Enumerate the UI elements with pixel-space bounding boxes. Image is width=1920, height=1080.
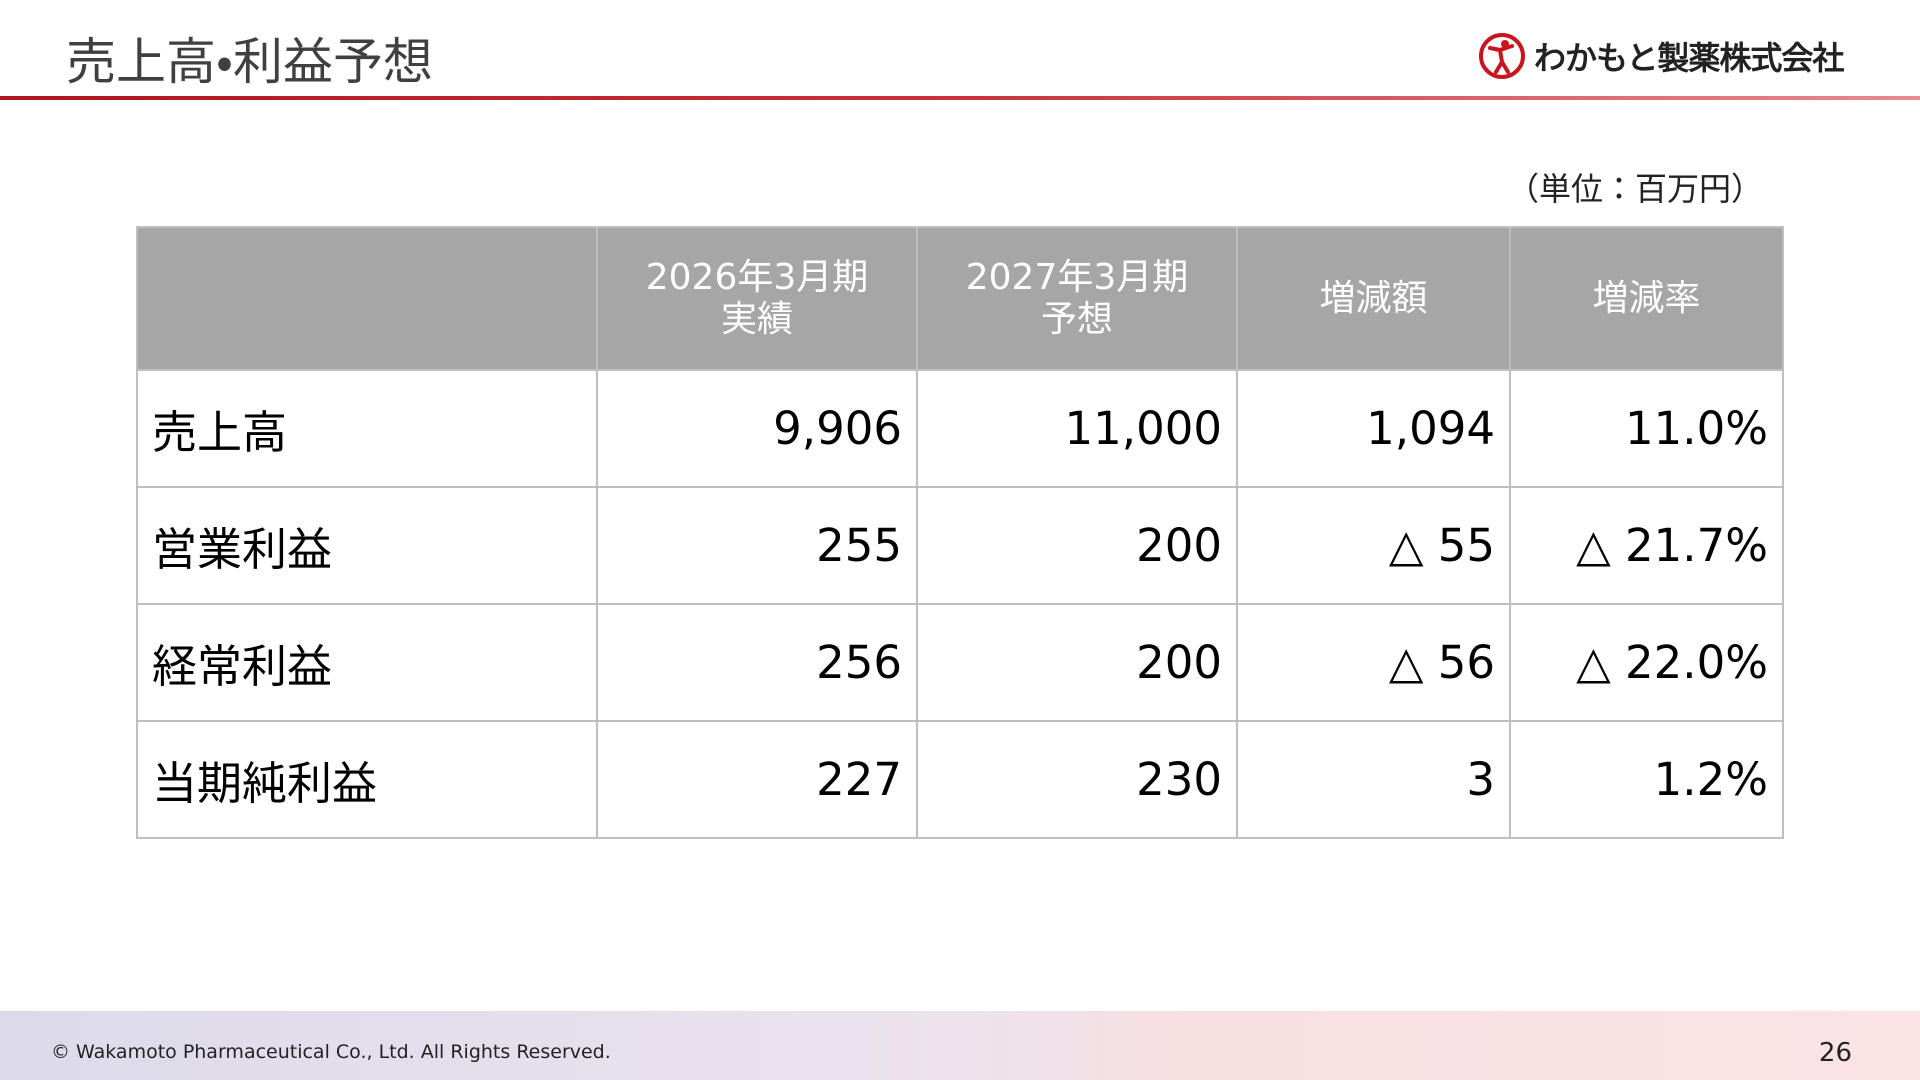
value-cell: 11.0%: [1509, 369, 1784, 488]
column-header: 増減率: [1509, 226, 1784, 371]
forecast-table: 2026年3月期 実績 2027年3月期 予想 増減額 増減率 売上高 9,906 11,…: [136, 226, 1784, 839]
footer-band: [0, 1011, 1920, 1080]
value-cell: 9,906: [596, 369, 918, 488]
value-cell: 1,094: [1236, 369, 1511, 488]
table-row: 経常利益 256 200 △ 56 △ 22.0%: [136, 603, 1784, 722]
unit-note: （単位：百万円）: [1506, 170, 1763, 208]
column-header: 2027年3月期 予想: [916, 226, 1238, 371]
row-label: 経常利益: [136, 603, 598, 722]
copyright: © Wakamoto Pharmaceutical Co., Ltd. All …: [51, 1041, 611, 1063]
value-cell: 230: [916, 720, 1238, 839]
value-cell: 11,000: [916, 369, 1238, 488]
company-logo: わかもと製薬株式会社: [1478, 32, 1844, 80]
table-row: 当期純利益 227 230 3 1.2%: [136, 720, 1784, 839]
table-body: 売上高 9,906 11,000 1,094 11.0% 営業利益 255 200 △ 55 △ …: [136, 369, 1784, 839]
value-cell: 256: [596, 603, 918, 722]
value-cell: 200: [916, 603, 1238, 722]
table-row: 営業利益 255 200 △ 55 △ 21.7%: [136, 486, 1784, 605]
value-cell: 200: [916, 486, 1238, 605]
value-cell: △ 56: [1236, 603, 1511, 722]
row-label: 営業利益: [136, 486, 598, 605]
value-cell: 227: [596, 720, 918, 839]
row-label: 当期純利益: [136, 720, 598, 839]
header-row: 2026年3月期 実績 2027年3月期 予想 増減額 増減率: [136, 226, 1784, 371]
table-row: 売上高 9,906 11,000 1,094 11.0%: [136, 369, 1784, 488]
header-rule: [0, 96, 1920, 100]
value-cell: △ 22.0%: [1509, 603, 1784, 722]
value-cell: △ 21.7%: [1509, 486, 1784, 605]
column-header: 2026年3月期 実績: [596, 226, 918, 371]
column-header: 増減額: [1236, 226, 1511, 371]
value-cell: △ 55: [1236, 486, 1511, 605]
column-header-empty: [136, 226, 598, 371]
company-name: わかもと製薬株式会社: [1534, 39, 1844, 77]
value-cell: 255: [596, 486, 918, 605]
row-label: 売上高: [136, 369, 598, 488]
logo-mark: [1479, 33, 1525, 79]
page-number: 26: [1818, 1038, 1852, 1068]
value-cell: 1.2%: [1509, 720, 1784, 839]
value-cell: 3: [1236, 720, 1511, 839]
slide-title: 売上高・利益予想: [66, 33, 433, 91]
